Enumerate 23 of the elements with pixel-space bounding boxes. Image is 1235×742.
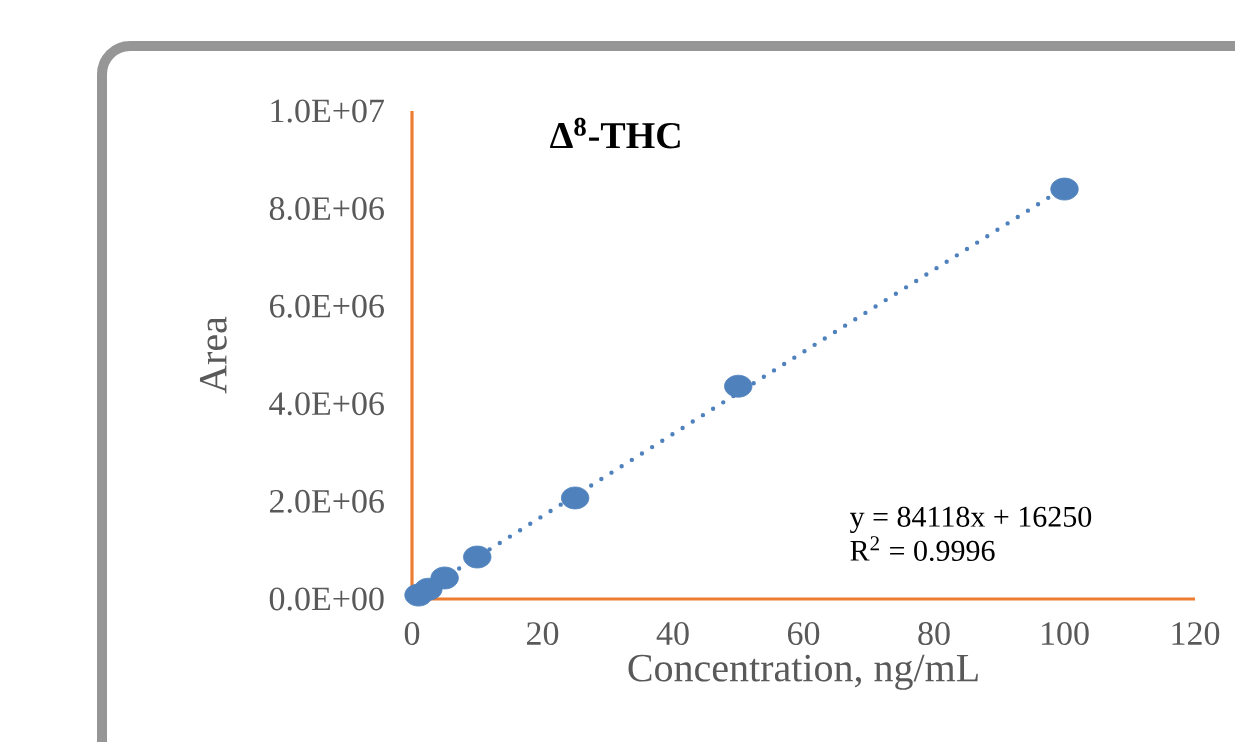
x-tick-label: 80 (918, 622, 950, 646)
point (1050, 177, 1079, 201)
point (463, 545, 492, 569)
y-tick-label: 1.0E+07 (271, 99, 384, 123)
y-tick-label: 6.0E+06 (269, 294, 384, 318)
x-tick-label: 60 (787, 622, 820, 646)
x-tick-label: 120 (1172, 622, 1220, 646)
annotation: y = 84118x + 16250 (849, 506, 1092, 534)
annotation: R$^{2}$ = 0.9996 (850, 536, 995, 562)
chart-title: Δ$^{8}$-THC (550, 117, 680, 149)
x-tick-label: 100 (1041, 622, 1089, 646)
x-tick-label: 40 (656, 622, 689, 646)
y-axis-title: Area (199, 316, 227, 394)
y-tick-label: 0.0E+00 (269, 587, 384, 611)
y-tick-label: 4.0E+06 (269, 392, 384, 416)
x-tick-label: 0 (404, 622, 420, 646)
point (560, 486, 590, 510)
point (724, 374, 753, 398)
x-tick-label: 20 (527, 622, 559, 646)
y-tick-label: 2.0E+06 (270, 489, 384, 513)
point (430, 566, 459, 590)
y-tick-label: 8.0E+06 (269, 197, 384, 221)
x-axis-title: Concentration, ng/mL (628, 654, 978, 690)
